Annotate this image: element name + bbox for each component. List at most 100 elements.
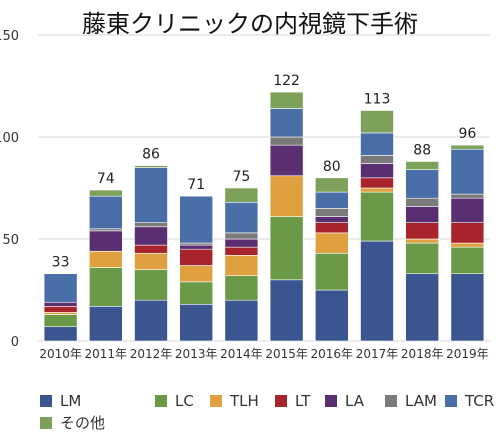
bar-segment-LAM <box>134 222 168 228</box>
y-tick-label: 0 <box>11 335 19 350</box>
legend-swatch <box>155 395 167 407</box>
bar-segment-LC <box>314 252 349 291</box>
bar-segment-LC <box>269 216 304 281</box>
bar-segment-LA <box>89 230 123 252</box>
bar-segment-LT <box>405 222 440 240</box>
y-tick-label: 100 <box>0 131 19 146</box>
bar-segment-LT <box>360 177 394 189</box>
legend-label: LA <box>345 392 364 410</box>
bar-segment-TCR <box>134 167 168 223</box>
bar-segment-LM <box>405 273 440 342</box>
bar-segment-その他 <box>89 189 123 197</box>
bar-segment-LT <box>224 246 259 256</box>
bar-segment-LA <box>360 163 394 179</box>
total-label: 86 <box>142 147 160 163</box>
bar-segment-LAM <box>224 232 259 240</box>
legend-label: その他 <box>60 414 106 432</box>
bar-segment-LM <box>269 279 304 342</box>
bar-segment-LAM <box>89 228 123 232</box>
legend-swatch <box>40 416 52 429</box>
bar-segment-LM <box>134 299 168 342</box>
bar-segment-LA <box>450 197 485 223</box>
x-tick-label: 2018年 <box>401 347 444 361</box>
bar-segment-TLH <box>360 187 394 193</box>
bar-segment-LAM <box>360 155 394 164</box>
legend-label: TCR <box>465 392 495 410</box>
legend-swatch <box>210 395 222 407</box>
bar-segment-LC <box>360 191 394 242</box>
bar-segment-LM <box>43 326 78 342</box>
bar-segment-その他 <box>314 177 349 193</box>
bar-segment-LT <box>179 248 213 266</box>
total-label: 88 <box>413 142 431 158</box>
bar-segment-LT <box>450 222 485 244</box>
bar-segment-TLH <box>269 175 304 217</box>
bar-segment-LC <box>89 267 123 307</box>
bar-segment-LA <box>224 238 259 248</box>
legend-swatch <box>325 395 337 407</box>
bar-segment-LC <box>134 269 168 301</box>
legend-label: LM <box>60 392 82 410</box>
legend-item-その他: その他 <box>40 412 105 433</box>
bar-segment-LAM <box>450 193 485 199</box>
bar-segment-LA <box>179 244 213 250</box>
bar-segment-LM <box>179 303 213 342</box>
stacked-bar-chart: 0 50 100 150 33 2010年 74 2011年 86 2012年 71 2013年 75 2… <box>0 29 490 361</box>
bar-segment-TLH <box>43 312 78 315</box>
bar-segment-TLH <box>405 238 440 244</box>
bar-segment-TCR <box>450 148 485 195</box>
total-label: 122 <box>273 73 300 89</box>
total-label: 96 <box>458 126 476 142</box>
legend-item-LC: LC <box>155 392 194 410</box>
bar-segment-TCR <box>224 201 259 234</box>
bar-segment-LC <box>224 275 259 301</box>
bar-segment-その他 <box>450 144 485 150</box>
bar-segment-TCR <box>314 191 349 209</box>
legend-item-TLH: TLH <box>210 392 259 410</box>
total-label: 80 <box>323 159 341 175</box>
legend-label: LAM <box>405 392 437 410</box>
label-layer: 0 50 100 150 33 2010年 74 2011年 86 2012年 71 2013年 75 2… <box>0 29 489 361</box>
total-label: 113 <box>364 91 391 107</box>
legend-item-LT: LT <box>275 392 310 410</box>
legend-swatch <box>385 395 397 407</box>
bar-segment-LC <box>43 314 78 328</box>
bar-segment-TCR <box>405 169 440 199</box>
legend-label: LC <box>175 392 194 410</box>
bar-segment-TLH <box>314 232 349 254</box>
bar-segment-TCR <box>89 195 123 230</box>
bar-segment-LAM <box>179 242 213 246</box>
bar-segment-LM <box>314 289 349 342</box>
bar-segment-その他 <box>269 91 304 109</box>
legend-label: TLH <box>230 392 259 410</box>
bar-segment-TCR <box>360 132 394 156</box>
legend-item-LAM: LAM <box>385 392 437 410</box>
total-label: 71 <box>187 177 205 193</box>
legend-item-LA: LA <box>325 392 364 410</box>
y-tick-label: 50 <box>2 233 19 248</box>
bar-segment-LA <box>405 206 440 223</box>
x-tick-label: 2011年 <box>85 347 128 361</box>
x-tick-label: 2017年 <box>356 347 399 361</box>
bar-segment-LA <box>314 216 349 223</box>
bar-segment-LM <box>360 240 394 342</box>
bar-segment-LT <box>43 306 78 313</box>
bar-segment-TCR <box>269 108 304 138</box>
bar-segment-その他 <box>360 110 394 134</box>
bar-segment-LAM <box>314 208 349 217</box>
bar-segment-LC <box>405 242 440 274</box>
x-tick-label: 2012年 <box>130 347 173 361</box>
legend-item-LM: LM <box>40 392 81 410</box>
bar-layer <box>43 91 485 342</box>
bar-segment-TLH <box>450 242 485 248</box>
bar-segment-LA <box>134 226 168 246</box>
chart-title: 藤東クリニックの内視鏡下手術 <box>82 10 418 38</box>
legend-swatch <box>445 395 457 407</box>
bar-segment-LC <box>450 246 485 274</box>
total-label: 74 <box>97 171 115 187</box>
bar-segment-LA <box>43 301 78 307</box>
bar-segment-その他 <box>224 187 259 203</box>
bar-segment-LA <box>269 144 304 177</box>
bar-segment-LC <box>179 281 213 305</box>
legend-label: LT <box>295 392 311 410</box>
